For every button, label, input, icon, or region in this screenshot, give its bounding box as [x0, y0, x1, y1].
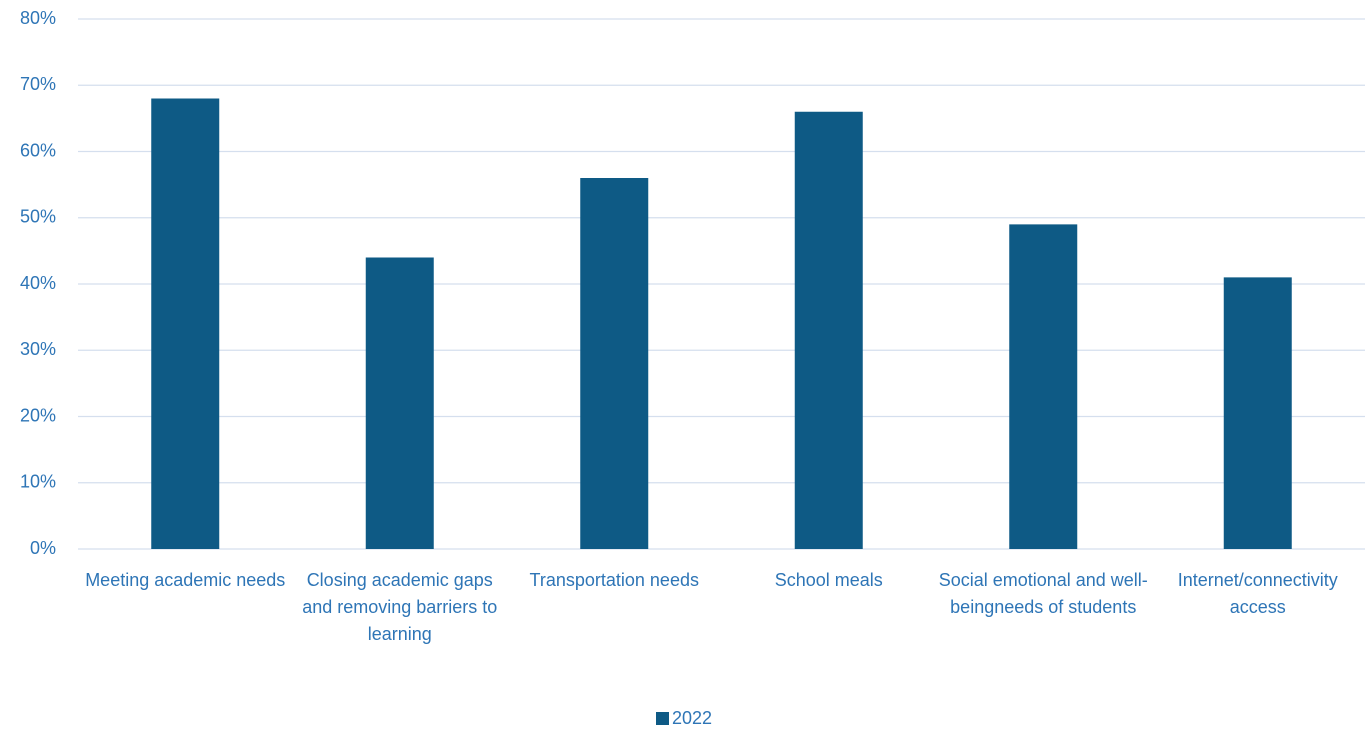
- y-tick-label: 30%: [20, 339, 56, 359]
- y-tick-label: 0%: [30, 538, 56, 558]
- bar: [365, 257, 434, 549]
- legend-swatch: [655, 712, 669, 725]
- bar: [1223, 277, 1292, 549]
- legend: 2022: [0, 708, 1368, 729]
- x-tick-label: Social emotional and well-beingneeds of …: [938, 570, 1148, 617]
- y-tick-label: 80%: [20, 8, 56, 28]
- y-tick-label: 10%: [20, 472, 56, 492]
- x-tick-label: Closing academic gaps and removing barri…: [302, 570, 498, 644]
- x-tick-label: Transportation needs: [529, 570, 699, 590]
- y-tick-label: 20%: [20, 405, 56, 425]
- y-tick-label: 40%: [20, 273, 56, 293]
- x-tick-label: Internet/connectivity access: [1177, 570, 1338, 617]
- bar: [1009, 224, 1078, 549]
- y-tick-label: 50%: [20, 207, 56, 227]
- legend-label: 2022: [671, 708, 713, 728]
- bar: [580, 178, 649, 549]
- y-tick-label: 70%: [20, 74, 56, 94]
- bar: [794, 111, 863, 549]
- x-tick-label: Meeting academic needs: [85, 570, 286, 590]
- bar: [151, 98, 220, 549]
- y-tick-label: 60%: [20, 140, 56, 160]
- x-tick-label: School meals: [774, 570, 883, 590]
